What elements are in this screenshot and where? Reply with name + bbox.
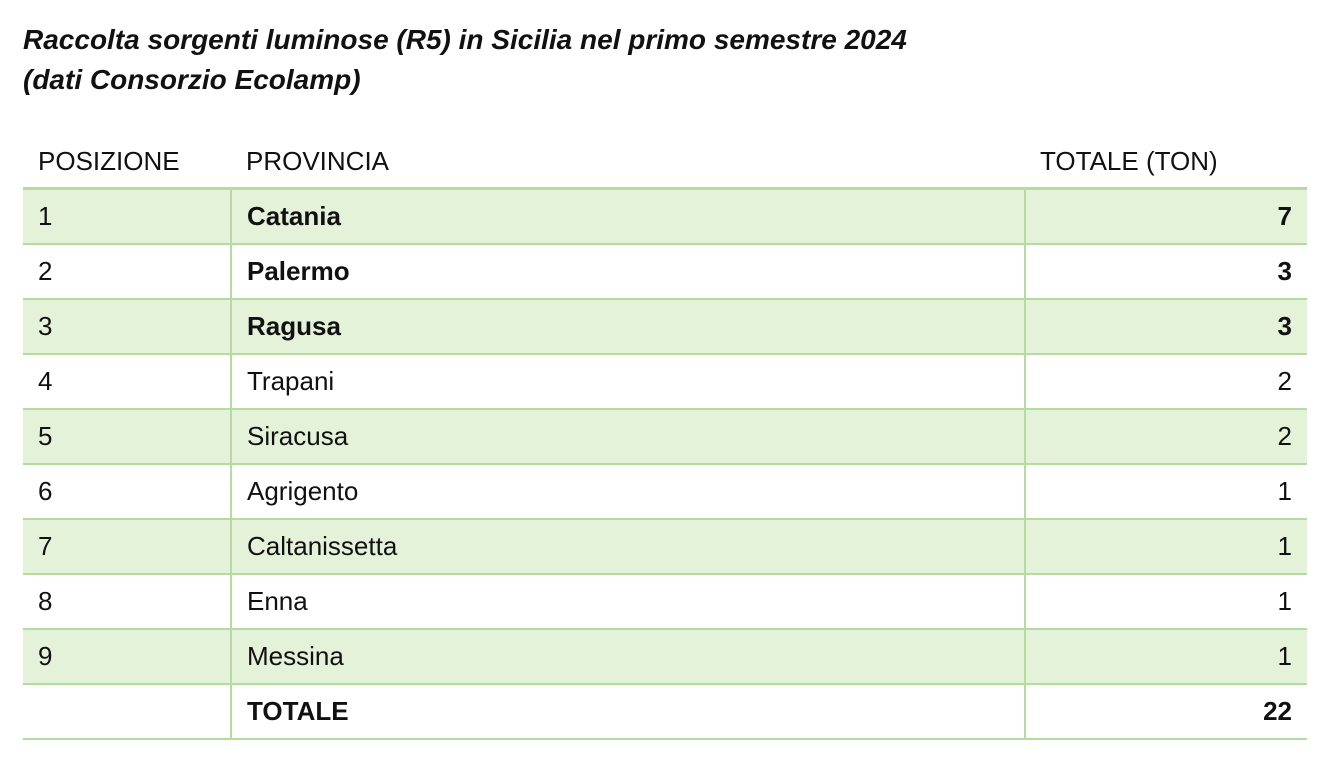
header-position: POSIZIONE	[23, 135, 231, 190]
header-row: POSIZIONE PROVINCIA TOTALE (TON)	[23, 135, 1307, 190]
table-row: 5 Siracusa 2	[23, 409, 1307, 465]
cell-total: 1	[1025, 629, 1307, 685]
total-row: TOTALE 22	[23, 684, 1307, 740]
page-title: Raccolta sorgenti luminose (R5) in Sicil…	[23, 20, 907, 100]
cell-province: Enna	[231, 574, 1026, 630]
cell-province: Catania	[231, 188, 1026, 245]
table-row: 7 Caltanissetta 1	[23, 519, 1307, 575]
cell-position: 3	[23, 299, 232, 355]
cell-total: 7	[1025, 188, 1307, 245]
cell-position: 6	[23, 464, 232, 520]
cell-province: Ragusa	[231, 299, 1026, 355]
table-row: 8 Enna 1	[23, 574, 1307, 630]
cell-position: 9	[23, 629, 232, 685]
cell-total: 1	[1025, 574, 1307, 630]
cell-province: Agrigento	[231, 464, 1026, 520]
table-header: POSIZIONE PROVINCIA TOTALE (TON)	[23, 135, 1307, 190]
ranking-table: POSIZIONE PROVINCIA TOTALE (TON) 1 Catan…	[23, 135, 1307, 740]
cell-position	[23, 684, 232, 740]
cell-position: 1	[23, 188, 232, 245]
table-row: 2 Palermo 3	[23, 244, 1307, 300]
total-label: TOTALE	[231, 684, 1026, 740]
header-total: TOTALE (TON)	[1025, 135, 1307, 190]
cell-province: Caltanissetta	[231, 519, 1026, 575]
title-line-1: Raccolta sorgenti luminose (R5) in Sicil…	[23, 24, 907, 55]
cell-total: 3	[1025, 244, 1307, 300]
cell-position: 2	[23, 244, 232, 300]
table-body: 1 Catania 7 2 Palermo 3 3 Ragusa 3 4 Tra…	[23, 188, 1307, 740]
cell-province: Siracusa	[231, 409, 1026, 465]
cell-total: 2	[1025, 354, 1307, 410]
cell-province: Trapani	[231, 354, 1026, 410]
total-value: 22	[1025, 684, 1307, 740]
cell-position: 5	[23, 409, 232, 465]
table-row: 1 Catania 7	[23, 188, 1307, 245]
table-row: 4 Trapani 2	[23, 354, 1307, 410]
cell-province: Palermo	[231, 244, 1026, 300]
table-row: 3 Ragusa 3	[23, 299, 1307, 355]
title-line-2: (dati Consorzio Ecolamp)	[23, 64, 361, 95]
table-row: 6 Agrigento 1	[23, 464, 1307, 520]
cell-total: 3	[1025, 299, 1307, 355]
cell-province: Messina	[231, 629, 1026, 685]
cell-position: 8	[23, 574, 232, 630]
table-row: 9 Messina 1	[23, 629, 1307, 685]
cell-total: 2	[1025, 409, 1307, 465]
cell-position: 4	[23, 354, 232, 410]
cell-total: 1	[1025, 519, 1307, 575]
cell-position: 7	[23, 519, 232, 575]
cell-total: 1	[1025, 464, 1307, 520]
header-province: PROVINCIA	[231, 135, 1025, 190]
